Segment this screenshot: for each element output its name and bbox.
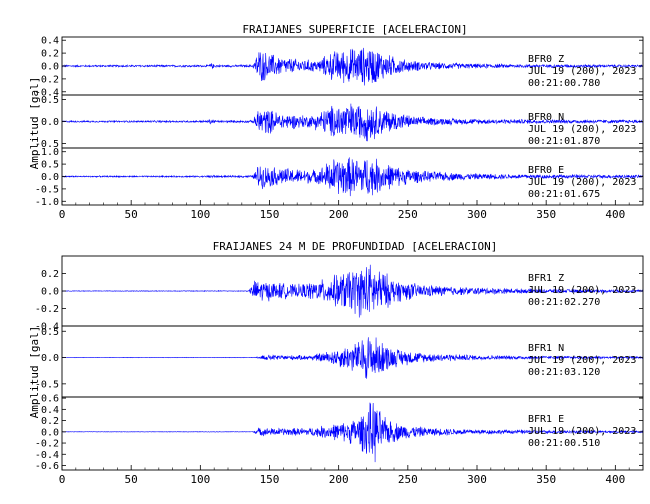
top-bfr0-n-waveform: [61, 103, 644, 142]
bottom-bfr1-e-waveform: [61, 402, 644, 463]
bottom-bfr1-n-date-label: JUL 19 (200), 2023: [528, 355, 636, 366]
bottom-xtick-label-6: 300: [467, 473, 487, 486]
chart-title-bottom: FRAIJANES 24 M DE PROFUNDIDAD [ACELERACI…: [213, 240, 498, 253]
top-bfr0-n-station-label: BFR0 N: [528, 112, 564, 123]
bottom-bfr1-e-station-label: BFR1 E: [528, 414, 564, 425]
top-bfr0-z-date-label: JUL 19 (200), 2023: [528, 66, 636, 77]
top-bfr0-n-ytick-label-2: -0.5: [35, 139, 59, 150]
bottom-bfr1-n-ytick-label-2: -0.5: [35, 379, 59, 390]
top-bfr0-e-waveform: [61, 157, 644, 197]
top-bfr0-e-ytick-label-1: 0.5: [41, 160, 59, 171]
top-bfr0-e-ytick-label-3: -0.5: [35, 184, 59, 195]
top-xtick-label-1: 50: [125, 208, 138, 221]
top-xtick-label-8: 400: [605, 208, 625, 221]
bottom-xtick-label-5: 250: [398, 473, 418, 486]
bottom-xtick-label-0: 0: [59, 473, 66, 486]
bottom-xtick-label-4: 200: [329, 473, 349, 486]
bottom-xtick-label-3: 150: [260, 473, 280, 486]
bottom-bfr1-n-waveform: [61, 337, 644, 379]
top-bfr0-z-ytick-label-1: 0.2: [41, 49, 59, 60]
bottom-bfr1-n-ytick-label-0: 0.5: [41, 327, 59, 338]
bottom-bfr1-z-time-label: 00:21:02.270: [528, 297, 600, 308]
top-xtick-label-0: 0: [59, 208, 66, 221]
bottom-bfr1-z-station-label: BFR1 Z: [528, 273, 564, 284]
bottom-xtick-label-8: 400: [605, 473, 625, 486]
bottom-bfr1-z-ytick-label-0: 0.2: [41, 269, 59, 280]
y-axis-label-top: Amplitud [gal]: [28, 77, 41, 170]
top-bfr0-n-date-label: JUL 19 (200), 2023: [528, 124, 636, 135]
top-bfr0-n-ytick-label-1: 0.0: [41, 117, 59, 128]
top-bfr0-e-ytick-label-4: -1.0: [35, 197, 59, 208]
top-bfr0-n-ytick-label-0: 0.5: [41, 95, 59, 106]
bottom-bfr1-z-ytick-label-1: 0.0: [41, 287, 59, 298]
bottom-bfr1-e-date-label: JUL 19 (200), 2023: [528, 426, 636, 437]
bottom-bfr1-e-ytick-label-1: 0.4: [41, 405, 59, 416]
bottom-bfr1-n-ytick-label-1: 0.0: [41, 353, 59, 364]
top-bfr0-z-ytick-label-3: -0.2: [35, 74, 59, 85]
bottom-xtick-label-1: 50: [125, 473, 138, 486]
chart-title-top: FRAIJANES SUPERFICIE [ACELERACION]: [242, 23, 467, 36]
top-bfr0-z-ytick-label-4: -0.4: [35, 87, 59, 98]
top-xtick-label-6: 300: [467, 208, 487, 221]
top-bfr0-e-ytick-label-0: 1.0: [41, 147, 59, 158]
bottom-bfr1-n-station-label: BFR1 N: [528, 343, 564, 354]
bottom-bfr1-z-waveform: [61, 264, 644, 318]
bottom-bfr1-z-date-label: JUL 19 (200), 2023: [528, 285, 636, 296]
bottom-bfr1-z-ytick-label-3: -0.4: [35, 322, 59, 333]
top-bfr0-e-station-label: BFR0 E: [528, 165, 564, 176]
bottom-bfr1-e-ytick-label-0: 0.6: [41, 394, 59, 405]
bottom-xtick-label-2: 100: [190, 473, 210, 486]
top-bfr0-n-time-label: 00:21:01.870: [528, 136, 600, 147]
bottom-bfr1-z-ytick-label-2: -0.2: [35, 304, 59, 315]
top-xtick-label-3: 150: [260, 208, 280, 221]
bottom-bfr1-e-ytick-label-2: 0.2: [41, 416, 59, 427]
top-bfr0-z-ytick-label-0: 0.4: [41, 36, 59, 47]
bottom-xtick-label-7: 350: [536, 473, 556, 486]
top-bfr0-e-time-label: 00:21:01.675: [528, 189, 600, 200]
top-xtick-label-4: 200: [329, 208, 349, 221]
bottom-bfr1-e-time-label: 00:21:00.510: [528, 438, 600, 449]
bottom-bfr1-e-ytick-label-4: -0.2: [35, 439, 59, 450]
top-xtick-label-7: 350: [536, 208, 556, 221]
y-axis-label-bottom: Amplitud [gal]: [28, 326, 41, 419]
top-bfr0-z-ytick-label-2: 0.0: [41, 62, 59, 73]
top-xtick-label-5: 250: [398, 208, 418, 221]
top-bfr0-z-waveform: [61, 47, 644, 86]
top-bfr0-e-date-label: JUL 19 (200), 2023: [528, 177, 636, 188]
top-bfr0-z-station-label: BFR0 Z: [528, 54, 564, 65]
bottom-bfr1-n-time-label: 00:21:03.120: [528, 367, 600, 378]
top-bfr0-z-time-label: 00:21:00.780: [528, 78, 600, 89]
bottom-bfr1-e-ytick-label-5: -0.4: [35, 450, 59, 461]
bottom-bfr1-e-ytick-label-3: 0.0: [41, 427, 59, 438]
bottom-bfr1-e-ytick-label-6: -0.6: [35, 461, 59, 472]
top-bfr0-e-ytick-label-2: 0.0: [41, 172, 59, 183]
top-xtick-label-2: 100: [190, 208, 210, 221]
